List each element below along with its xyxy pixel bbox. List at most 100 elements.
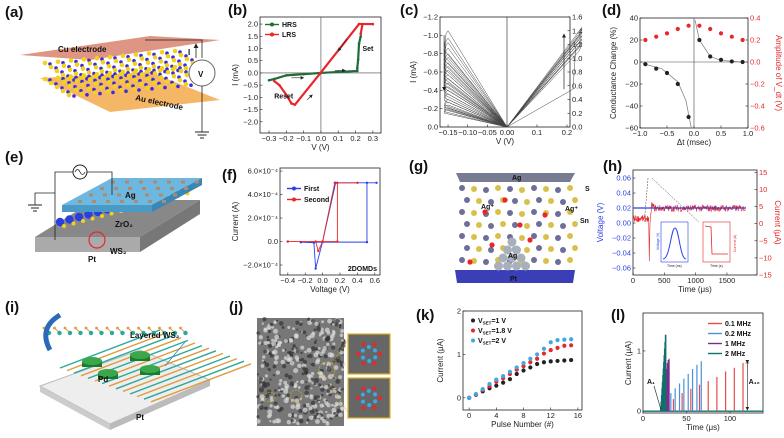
s-atom	[100, 214, 104, 218]
y-tick-label: −2.0	[243, 117, 258, 126]
legend-marker	[270, 32, 274, 37]
s-atom	[159, 49, 165, 55]
ag-filament-atom	[503, 245, 512, 255]
s-atom	[144, 85, 150, 91]
y2-tick-label: −15	[759, 271, 772, 280]
s-atom	[73, 87, 79, 93]
sn-s-atom	[519, 187, 525, 193]
w-atom	[74, 212, 84, 222]
s-atom	[165, 53, 171, 59]
data-point	[541, 346, 547, 351]
w-atom	[67, 330, 73, 336]
y-tick-label: −40	[625, 102, 638, 111]
s-atom	[145, 60, 151, 65]
atom-marker	[360, 392, 365, 397]
x-tick-label: 0	[641, 414, 645, 423]
data-point	[355, 66, 359, 70]
s-atom	[48, 64, 54, 70]
y2-axis-label: Amplitude of V_dt (V)	[774, 35, 783, 111]
s-atom	[178, 68, 184, 74]
sn-s-atom	[560, 247, 566, 253]
sn-s-atom	[567, 257, 573, 263]
y2-tick-label: 0	[759, 219, 763, 228]
plot-frame	[642, 312, 764, 414]
data-point	[319, 71, 323, 74]
ag-ion	[502, 197, 508, 203]
sn-s-atom	[531, 233, 537, 239]
atom-marker	[378, 352, 382, 356]
series-LRS	[273, 22, 373, 106]
s-atom	[183, 81, 189, 87]
x-tick-label: 0.0	[317, 276, 327, 285]
s-atom	[120, 53, 126, 59]
fit-curve-positive	[694, 20, 743, 63]
x-tick-label: −0.3	[262, 134, 277, 143]
data-point-amplitude	[675, 26, 680, 32]
s-atom	[66, 92, 72, 98]
s-atom	[164, 79, 170, 84]
s-atom	[171, 73, 177, 79]
w-atom	[109, 330, 115, 336]
data-point-amplitude	[708, 26, 713, 32]
y2-tick-label: −0.6	[750, 124, 765, 133]
ag-dot	[125, 180, 129, 184]
y-tick-label: 2.0	[248, 20, 258, 29]
data-point-amplitude	[697, 23, 702, 28]
data-point	[357, 22, 361, 26]
sn-s-atom	[483, 259, 489, 265]
data-point-amplitude	[729, 34, 734, 39]
sweep-arrow	[337, 38, 348, 52]
sn-s-atom	[476, 198, 482, 204]
legend-main: V	[478, 318, 483, 325]
s-atom	[184, 56, 190, 62]
s-atom	[48, 80, 54, 86]
sn-s-atom	[464, 245, 470, 251]
sn-s-atom	[459, 233, 465, 239]
tem-inset-bottom	[347, 377, 391, 419]
data-point	[285, 93, 288, 97]
data-point-conductance	[664, 70, 670, 76]
legend-label: HRS	[282, 22, 297, 29]
x-tick-label: 8	[521, 411, 525, 420]
atom-marker	[361, 386, 366, 391]
s-atom	[60, 88, 66, 94]
pd-cylinder	[130, 351, 150, 359]
x-tick-label: 100	[724, 414, 737, 423]
pt-bottom-electrode	[455, 270, 575, 283]
s-atom	[100, 59, 106, 65]
x-tick-label: 0.1	[333, 134, 343, 143]
data-point	[501, 380, 506, 385]
ag-ion	[542, 212, 548, 218]
sn-s-atom	[519, 235, 525, 241]
ws2-strand	[115, 350, 217, 390]
y-tick-label: 0	[637, 407, 641, 416]
s-atom	[170, 83, 176, 88]
w-atom	[137, 88, 141, 92]
x-tick-label: −0.2	[279, 134, 294, 143]
s-atom	[93, 81, 99, 86]
s-atom	[168, 326, 172, 330]
s-atom	[151, 80, 157, 85]
ag-filament-atom	[516, 253, 526, 263]
sn-s-atom	[531, 185, 537, 191]
y-tick-label: −0.2	[423, 104, 438, 113]
s-atom	[147, 326, 151, 330]
ag-top-label: Ag	[512, 175, 521, 182]
s-atom	[81, 57, 87, 62]
s-atom	[61, 79, 67, 85]
s-atom	[112, 67, 118, 73]
y-tick-label: −0.02	[612, 234, 631, 243]
y-tick-label: 20	[630, 36, 638, 45]
data-point	[375, 181, 378, 184]
sn-s-atom	[459, 257, 465, 263]
s-atom	[126, 57, 132, 63]
w-atom	[150, 87, 154, 91]
w-atom	[162, 330, 167, 336]
w-atom	[124, 89, 128, 93]
legend-marker	[471, 338, 475, 343]
w-atom	[111, 90, 115, 95]
s-atom	[42, 76, 48, 82]
s-atom	[146, 67, 152, 72]
sn-s-atom	[507, 186, 513, 192]
